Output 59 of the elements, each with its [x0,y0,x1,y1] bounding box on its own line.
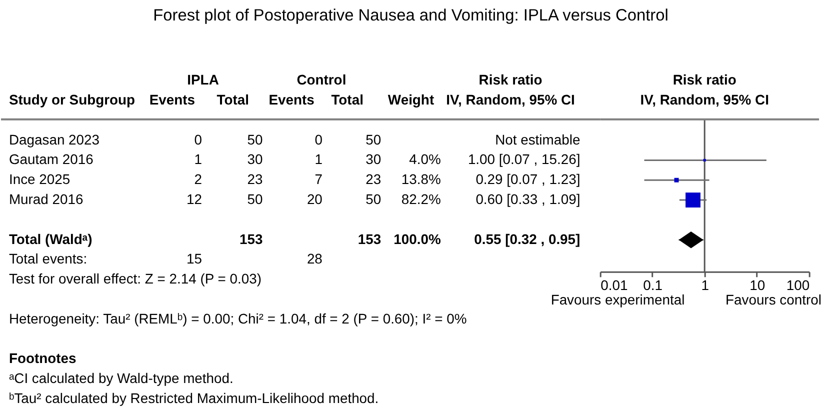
text: 50 [247,191,263,208]
text: 13.8% [401,171,441,188]
text: Favours control [725,292,822,308]
y-tick-label: Murad 2016 [8,191,84,208]
text: 28 [306,250,322,267]
text: 50 [366,131,382,148]
text: 0.55 [0.32 , 0.95] [474,230,580,247]
text: 50 [247,131,263,148]
x-tick-label: IV, Random, 95% CI [446,91,575,108]
y-axis-title: Study or Subgroup [8,91,136,108]
chart-title: Forest plot of Postoperative Nausea and Vomiting: IPLA versus Control [153,6,668,24]
text: 153 [239,230,263,247]
y-tick-label: Total (Waldᵃ) [8,230,92,247]
text: 153 [358,230,382,247]
text: 0.29 [0.07 , 1.23] [476,171,580,188]
text: ᵃCI calculated by Wald-type method. [8,370,234,386]
text: 23 [366,171,382,188]
text: 82.2% [401,191,441,208]
x-tick-label: Events [149,91,196,108]
text: 50 [366,191,382,208]
x-tick-label: Events [268,91,315,108]
text: ᵇTau² calculated by Restricted Maximum-Likelihood method. [8,390,379,406]
y-tick-label: Dagasan 2023 [8,131,100,148]
x-tick-label: Total [216,91,249,108]
chart-title: Risk ratio [672,72,736,88]
y-tick-label: Ince 2025 [8,171,70,188]
text: 2 [194,171,202,188]
text: Favours experimental [550,292,685,308]
text: 30 [247,151,263,168]
text: 0 [194,131,202,148]
x-tick-label: 1 [701,277,710,294]
text: IPLA [187,72,219,88]
text: 20 [306,191,322,208]
x-tick-label: 0.01 [600,277,628,294]
x-tick-label: 100 [786,277,810,294]
text: 100.0% [394,230,441,247]
text: 4.0% [409,151,441,168]
text: Risk ratio [478,72,542,88]
text: Heterogeneity: Tau² (REMLᵇ) = 0.00; Chi² = 1.04, df = 2 (P = 0.60); I² = 0% [8,310,467,326]
text: Control [296,72,346,88]
text: 0.60 [0.33 , 1.09] [476,191,580,208]
text: 0 [314,131,322,148]
x-tick-label: Weight [388,91,434,108]
text: 1 [194,151,202,168]
text: Footnotes [8,350,76,366]
text: 1 [314,151,322,168]
text: 15 [186,250,202,267]
x-tick-label: 10 [750,277,766,294]
text: 23 [247,171,263,188]
y-tick-label: Gautam 2016 [8,151,94,168]
text: 7 [314,171,322,188]
text: Not estimable [495,131,580,148]
y-tick-label: Total events: [8,250,88,267]
text: 12 [186,191,202,208]
x-tick-label: Total [331,91,364,108]
text: 1.00 [0.07 , 15.26] [468,151,580,168]
text: 30 [366,151,382,168]
x-tick-label: 0.1 [643,277,663,294]
text: Test for overall effect: Z = 2.14 (P = 0.03) [8,270,262,287]
